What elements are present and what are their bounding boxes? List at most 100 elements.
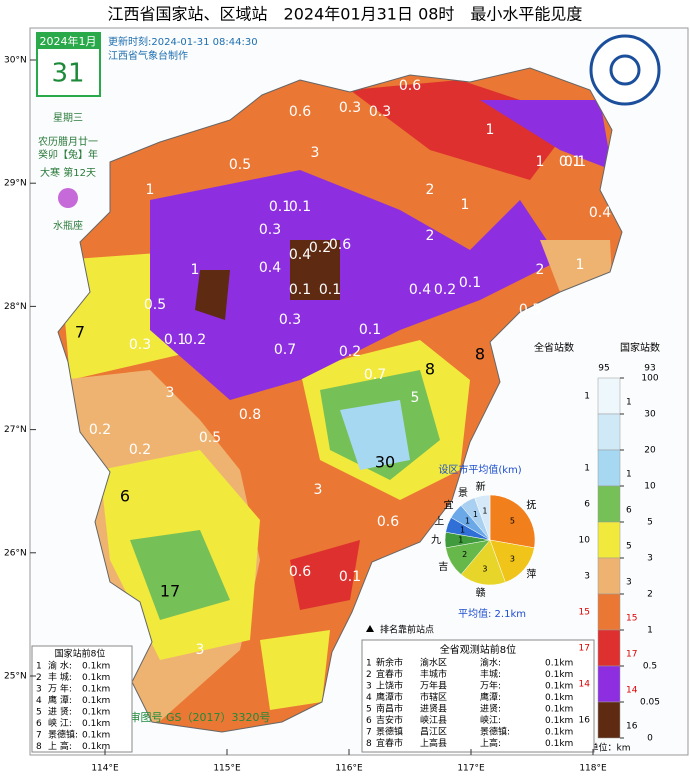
nat-cell: 2: [36, 673, 42, 683]
pie-slice: [489, 539, 535, 583]
station-value: 3: [311, 145, 320, 161]
legend-swatch: [597, 449, 621, 487]
nat-cell: 0.1km: [82, 662, 110, 672]
legend-swatch: [597, 557, 621, 595]
nat-cell: 4: [36, 696, 42, 706]
all-cell: 0.1km: [545, 682, 573, 692]
nat-cell: 0.1km: [82, 696, 110, 706]
station-value: 0.6: [289, 104, 311, 120]
nat-table: [31, 645, 133, 753]
station-value: 0.4: [589, 205, 611, 221]
legend-swatch: [597, 701, 621, 739]
all-cell: 渝水:: [480, 657, 501, 669]
station-value: 0.6: [377, 514, 399, 530]
pie-slice: [489, 494, 536, 549]
station-value: 0.7: [274, 342, 296, 358]
legend-nat-count: 1: [626, 470, 632, 480]
all-cell: 0.1km: [545, 693, 573, 703]
station-value: 0.1: [164, 332, 186, 348]
station-value: 0.1: [559, 154, 581, 170]
nat-cell: 0.1km: [82, 708, 110, 718]
calendar-day: 31: [51, 59, 84, 89]
all-cell: 丰城:: [480, 668, 501, 680]
pie-value: 2: [462, 550, 467, 559]
all-cell: 渝水区: [420, 657, 447, 669]
all-cell: 4: [366, 693, 372, 703]
pie-value: 1: [473, 510, 478, 519]
legend-level: 1: [647, 626, 653, 636]
all-cell: 景德镇:: [480, 726, 510, 738]
legend-level: 0: [647, 734, 653, 744]
lat-label: 30°N: [4, 56, 27, 66]
legend-swatch: [597, 521, 621, 559]
nat-cell: 0.1km: [82, 685, 110, 695]
station-value: 0.1: [289, 199, 311, 215]
all-cell: 0.1km: [545, 739, 573, 749]
unit: 单位：km: [590, 742, 631, 754]
station-value: 0.1: [289, 282, 311, 298]
station-value: 3: [196, 642, 205, 658]
legend-nat-count: 14: [626, 686, 638, 696]
station-value: 0.4: [409, 282, 431, 298]
station-value: 2: [426, 228, 435, 244]
all-cell: 0.1km: [545, 670, 573, 680]
lon-label: 117°E: [457, 764, 485, 774]
legend-all-count: 16: [579, 716, 591, 726]
station-value: 1: [191, 262, 200, 278]
nat-cell: 0.1km: [82, 742, 110, 752]
legend-nat-count: 15: [626, 614, 637, 624]
station-value: 0.1: [459, 275, 481, 291]
legend-swatch: [597, 665, 621, 703]
all-cell: 0.1km: [545, 659, 573, 669]
all-cell: 吉安市: [376, 714, 403, 726]
lat-label: 29°N: [4, 179, 27, 189]
station-value: 7: [75, 323, 85, 342]
zodiac: 水瓶座: [53, 219, 83, 232]
station-value: 1: [576, 257, 585, 273]
all-cell: 上高县: [420, 737, 447, 749]
solar-term: 大寒 第12天: [40, 166, 96, 179]
lunar-date: 农历腊月廿一: [38, 135, 98, 148]
lon-label: 114°E: [91, 764, 119, 774]
legend-nat-total: 93: [644, 364, 655, 374]
update-time: 更新时刻:2024-01-31 08:44:30: [108, 35, 258, 48]
lon-label: 115°E: [213, 764, 241, 774]
nat-cell: 丰 城:: [48, 671, 72, 683]
legend-swatch: [597, 377, 621, 415]
station-value: 0.5: [199, 430, 221, 446]
station-value: 0.2: [184, 332, 206, 348]
all-cell: 鹰潭:: [480, 691, 501, 703]
pie-value: 1: [460, 525, 465, 534]
station-value: 1: [486, 122, 495, 138]
legend-all-count: 10: [579, 536, 591, 546]
legend-level: 20: [644, 446, 656, 456]
lunar-year: 癸卯【兔】年: [38, 148, 98, 161]
station-value: 3: [166, 385, 175, 401]
all-cell: 0.1km: [545, 716, 573, 726]
station-value: 6: [120, 487, 130, 506]
all-cell: 丰城市: [420, 668, 447, 680]
nat-cell: 景德镇:: [48, 729, 78, 741]
nat-cell: 进 贤:: [48, 707, 72, 718]
station-value: 0.3: [279, 312, 301, 328]
all-cell: 峡江县: [420, 714, 447, 726]
all-cell: 2: [366, 670, 372, 680]
calendar-header: [37, 33, 100, 49]
pie-name: 吉: [438, 561, 448, 573]
all-cell: 峡江:: [480, 714, 501, 726]
station-value: 0.6: [399, 78, 421, 94]
all-cell: 3: [366, 682, 372, 692]
legend-level: 100: [641, 374, 658, 384]
station-value: 0.1: [564, 154, 586, 170]
station-value: 2: [536, 262, 545, 278]
nat-cell: 渝 水:: [48, 660, 72, 672]
title: 江西省国家站、区域站 2024年01月31日 08时 最小水平能见度: [108, 5, 583, 24]
station-value: 0.3: [369, 104, 391, 120]
legend-all-count: 1: [584, 464, 590, 474]
station-value: 2: [426, 182, 435, 198]
lat-label: 27°N: [4, 425, 27, 435]
station-value: 17: [160, 582, 180, 601]
all-cell: 市辖区: [420, 691, 447, 703]
zodiac-icon: [58, 188, 78, 208]
